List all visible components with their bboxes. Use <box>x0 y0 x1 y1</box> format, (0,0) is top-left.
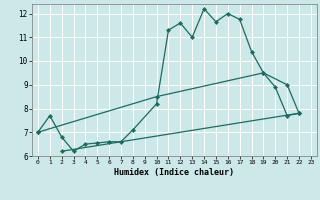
X-axis label: Humidex (Indice chaleur): Humidex (Indice chaleur) <box>115 168 234 177</box>
